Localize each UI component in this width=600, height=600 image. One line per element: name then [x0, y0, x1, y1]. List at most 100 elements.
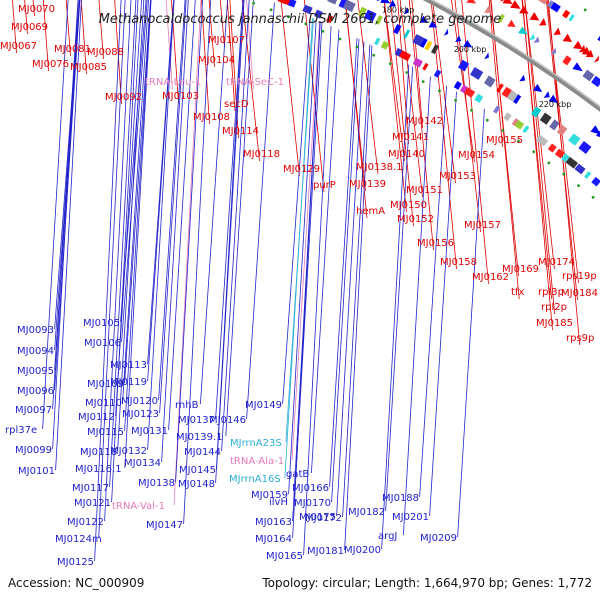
gene-label-purp: purP	[313, 180, 336, 191]
leader-mj0110	[122, 0, 149, 403]
tick-dot	[532, 150, 536, 154]
leader-mj0144	[221, 0, 250, 452]
genome-summary-text: Topology: circular; Length: 1,664,970 bp…	[261, 576, 592, 590]
leader-mj0131	[168, 0, 196, 431]
tick-dot	[421, 80, 425, 83]
gene-block-214	[513, 94, 522, 104]
gene-label-mj0129: MJ0129	[283, 164, 320, 175]
gene-label-trna-ala-1: tRNA-Ala-1	[230, 456, 284, 467]
gene-arrow-170	[484, 52, 489, 60]
tick-dot	[485, 118, 489, 122]
leader-mj0156	[408, 0, 434, 251]
gene-arrow-167	[443, 28, 449, 36]
gene-block-259	[522, 125, 530, 134]
tick-dot	[454, 99, 457, 102]
gene-label-mj0116: MJ0116	[80, 447, 117, 458]
leader-mj0103	[171, 0, 179, 104]
leader-mj0147	[183, 0, 212, 525]
gene-arrow-84	[519, 5, 529, 14]
gene-label-mj0070: MJ0070	[18, 4, 55, 15]
gene-block-255	[493, 105, 501, 114]
leader-mj0067	[12, 0, 17, 54]
gene-label-mj0120: MJ0120	[121, 396, 158, 407]
gene-label-mj0170: MJ0170	[294, 498, 331, 509]
tick-dot	[577, 184, 580, 188]
gene-block-254	[474, 93, 484, 103]
gene-arrow-87	[553, 27, 561, 36]
leader-argj	[403, 76, 431, 536]
gene-block-218	[556, 124, 568, 137]
gene-label-mj0158: MJ0158	[440, 257, 477, 268]
leader-mj0104	[208, 0, 215, 68]
leader-mj0122	[104, 0, 132, 522]
gene-label-rnhb: rnhB	[175, 400, 199, 411]
leader-mj0134	[161, 0, 189, 463]
gene-arrow-85	[529, 12, 540, 21]
leader-mj0201	[429, 91, 457, 517]
gene-arrow-174	[548, 94, 559, 104]
leader-mj0088	[98, 0, 104, 60]
tick-dot	[405, 71, 409, 74]
gene-label-mj0156: MJ0156	[417, 238, 454, 249]
gene-label-mj0184: MJ0184	[561, 288, 598, 299]
gene-block-202	[393, 24, 402, 35]
gene-label-mj0110: MJ0110	[85, 398, 122, 409]
gene-label-mj0201: MJ0201	[392, 512, 429, 523]
gene-block-265	[574, 163, 586, 175]
gene-label-mj0157: MJ0157	[464, 220, 501, 231]
leader-mj0099	[52, 0, 79, 450]
gene-block-38	[562, 9, 571, 19]
gene-label-mj0172: MJ0172	[305, 513, 342, 524]
gene-block-220	[578, 141, 592, 154]
leader-mj0121	[111, 0, 139, 503]
leader-gatb	[311, 29, 340, 474]
gene-block-262	[554, 148, 565, 159]
gene-label-mj0148: MJ0148	[178, 479, 215, 490]
gene-label-trna-val-1: tRNA-Val-1	[112, 501, 165, 512]
gene-block-263	[561, 153, 570, 163]
gene-label-mj0200: MJ0200	[344, 545, 381, 556]
leader-mj0174	[524, 0, 555, 270]
gene-label-mj0149: MJ0149	[245, 400, 282, 411]
tick-dot	[355, 45, 359, 49]
leader-mj0138	[175, 0, 203, 483]
gene-label-mj0088: MJ0088	[87, 47, 124, 58]
gene-label-mj0092: MJ0092	[105, 92, 142, 103]
gene-label-mj0152: MJ0152	[397, 214, 434, 225]
gene-label-trna-sec-1: tRNA-SeC-1	[226, 77, 284, 88]
leader-mj0150	[383, 0, 407, 213]
leader-mj0132	[147, 0, 175, 451]
gene-label-mj0150: MJ0150	[390, 200, 427, 211]
gene-arrow-171	[519, 74, 526, 82]
gene-arrow-164	[403, 7, 409, 15]
gene-label-tfx: tfx	[511, 287, 524, 298]
leader-mj0101	[55, 0, 82, 471]
leader-mj0119	[147, 0, 175, 382]
leader-rpl37e	[42, 0, 69, 430]
gene-arrow-88	[562, 33, 573, 43]
gene-label-mj0114: MJ0114	[222, 126, 259, 137]
gene-label-mj0165: MJ0165	[266, 551, 303, 562]
tick-dot	[438, 89, 441, 93]
gene-label-hema: hemA	[356, 206, 385, 217]
gene-block-247	[399, 50, 411, 62]
gene-label-mj0109: MJ0109	[87, 379, 124, 390]
tick-dot	[287, 15, 290, 19]
leader-mj0115	[124, 0, 152, 432]
gene-label-mj0151: MJ0151	[406, 185, 443, 196]
gene-block-244	[374, 37, 381, 46]
scale-label-200-kbp: 200 kbp	[454, 45, 487, 54]
leader-mj0120	[158, 0, 186, 401]
leader-mj0125	[94, 0, 122, 562]
gene-label-mjrrna23s: MJrrnA23S	[230, 438, 282, 449]
leader-mj0157	[454, 0, 481, 233]
gene-block-198	[342, 0, 356, 13]
genome-backbone	[422, 0, 600, 112]
gene-label-mj0166: MJ0166	[292, 483, 329, 494]
tick-dot	[321, 29, 325, 33]
gene-label-mj0141: MJ0141	[392, 132, 429, 143]
gene-block-35	[536, 0, 549, 5]
gene-block-240	[287, 0, 297, 8]
